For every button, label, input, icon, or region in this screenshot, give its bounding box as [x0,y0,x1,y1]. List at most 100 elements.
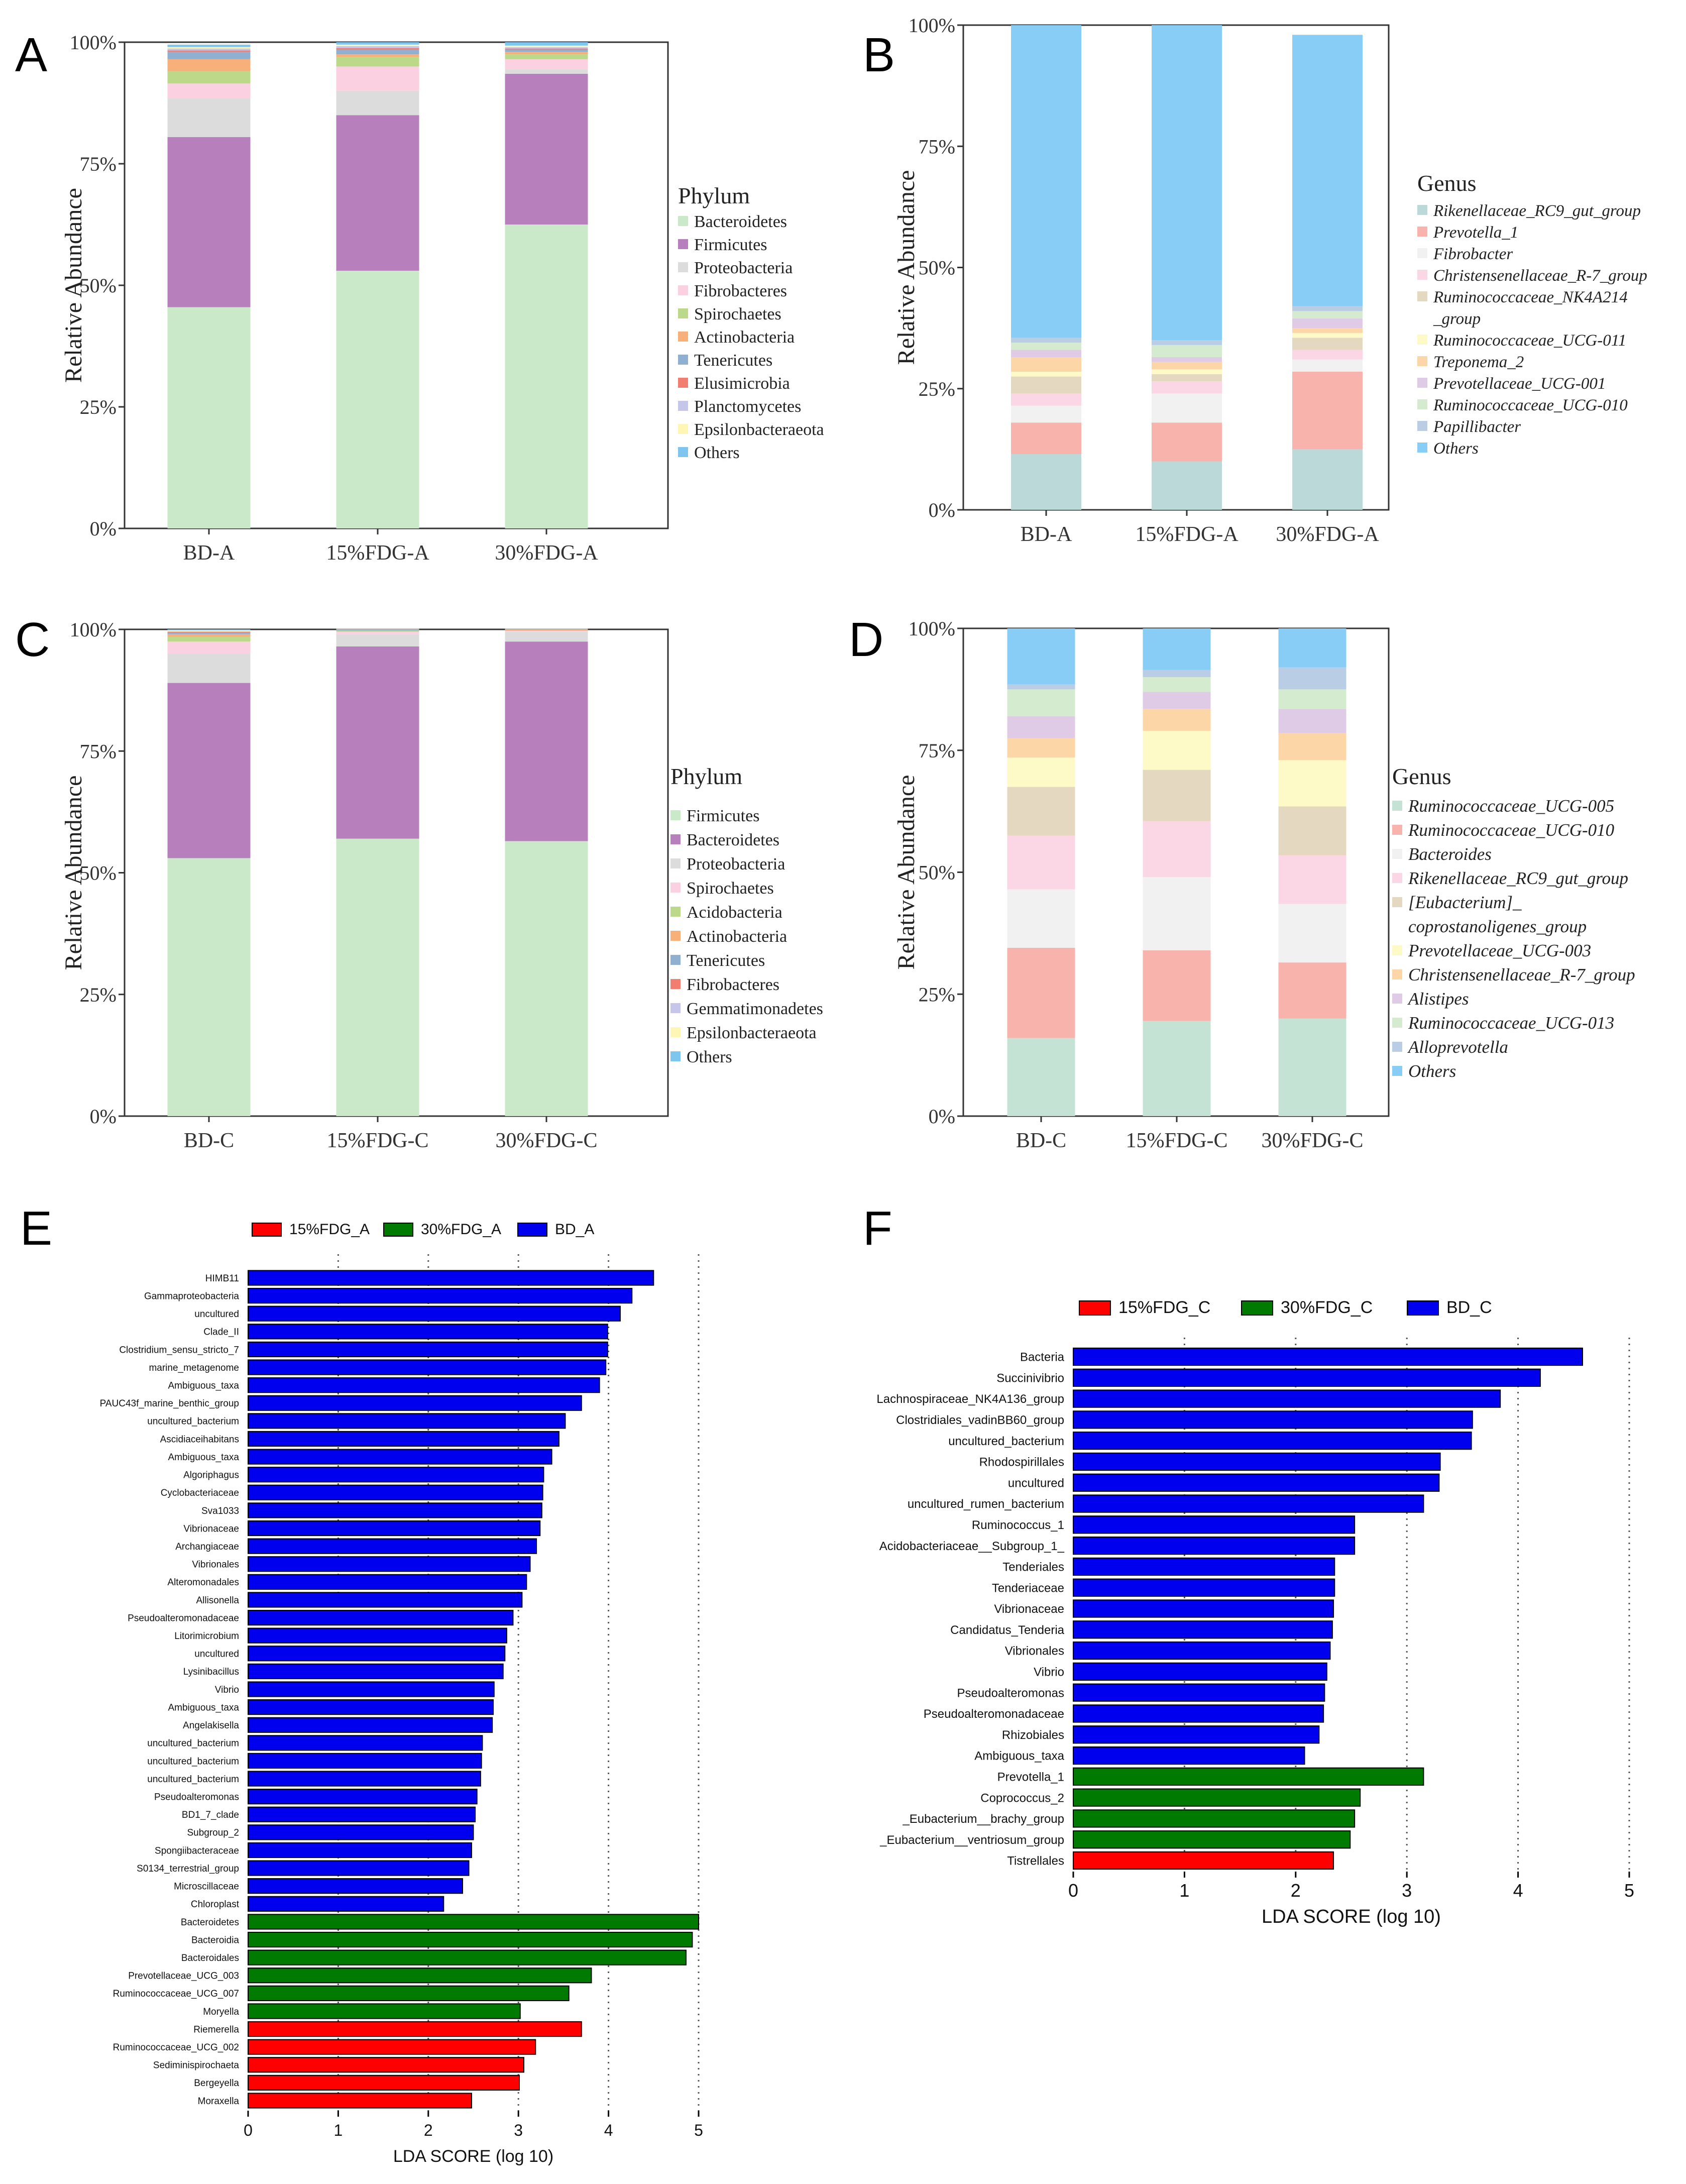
bar-segment-ruminococcaceae-ucg-010-30-fdg-c [1278,962,1346,1019]
bar-segment-christensenellaceae-r-7-group-30-fdg-c [1278,733,1346,760]
lda-label-bacteroidales: Bacteroidales [181,1953,239,1963]
legend-swatch-proteobacteria [678,262,688,272]
legend-label-fibrobacter: Fibrobacter [1433,245,1513,263]
panel-letter-b: B [863,28,895,82]
x-tick-label-30-fdg-c: 30%FDG-C [495,1129,597,1152]
legend-label-fibrobacteres: Fibrobacteres [694,282,787,300]
lda-label-eubacterium-brachy-group: _Eubacterium__brachy_group [902,1812,1064,1826]
bar-segment-alistipes-bd-c [1007,716,1075,738]
bar-segment-bacteroides-30-fdg-c [1278,904,1346,963]
legend-label-others: Others [1408,1061,1456,1081]
y-tick-label-c: 50% [80,862,117,885]
y-tick-label-c: 75% [80,740,117,762]
legend-swatch-ruminococcaceae-ucg-010 [1417,399,1427,409]
lda-bar-clostridiales-vadinbb60-group [1073,1410,1473,1429]
x-tick-label-e: 2 [424,2121,433,2139]
lda-bar-rhizobiales [1073,1725,1320,1744]
legend-swatch-30-fdg-c [1241,1300,1273,1316]
y-tick-label-d: 25% [919,983,955,1006]
lda-bar-pseudoalteromonadaceae [248,1609,514,1626]
bar-segment-treponema-2-15-fdg-a [1152,362,1222,370]
lda-bar-tenderiales [1073,1557,1335,1576]
legend-swatch-actinobacteria [678,332,688,342]
lda-label-uncultured-bacterium: uncultured_bacterium [147,1774,239,1785]
lda-label-vibrionaceae: Vibrionaceae [183,1523,239,1534]
legend-swatch-others [670,1051,681,1061]
lda-bar-vibrionaceae [248,1520,541,1537]
legend-label-bacteroides: Bacteroides [1408,844,1492,864]
bar-segment-christensenellaceae-r-7-group-30-fdg-a [1292,350,1363,360]
bar-segment-ruminococcaceae-ucg-005-bd-c [1007,1038,1075,1116]
legend-swatch-ruminococcaceae-ucg-005 [1392,801,1402,811]
lda-label-succinivibrio: Succinivibrio [996,1371,1064,1385]
legend-label-ruminococcaceae-ucg-005: Ruminococcaceae_UCG-005 [1408,796,1614,816]
x-tick-label-15-fdg-c: 15%FDG-C [326,1129,428,1152]
bar-segment-epsilonbacteraeota-bd-c [167,630,251,631]
legend-swatch-actinobacteria [670,931,681,941]
legend-label-tenericutes: Tenericutes [687,951,765,970]
legend-label-ruminococcaceae-ucg-013: Ruminococcaceae_UCG-013 [1408,1013,1614,1033]
bar-segment-ruminococcaceae-ucg-011-30-fdg-a [1292,333,1363,338]
lda-label-bacteroidia: Bacteroidia [191,1935,239,1945]
bar-segment-christensenellaceae-r-7-group-15-fdg-a [1152,381,1222,394]
lda-bar-lachnospiraceae-nk4a136-group [1073,1389,1501,1408]
lda-label-himb11: HIMB11 [205,1273,239,1284]
lda-label-bd1-7-clade: BD1_7_clade [182,1810,239,1820]
legend-label-others: Others [1433,440,1479,458]
bar-segment-fibrobacter-15-fdg-a [1152,393,1222,423]
legend-label-epsilonbacteraeota: Epsilonbacteraeota [694,420,824,439]
lda-label-gammaproteobacteria: Gammaproteobacteria [144,1291,239,1301]
lda-label-tenderiaceae: Tenderiaceae [992,1581,1064,1595]
lda-label-sediminispirochaeta: Sediminispirochaeta [153,2060,240,2071]
bar-segment-bacteroidetes-15-fdg-a [336,270,419,528]
legend-label-epsilonbacteraeota: Epsilonbacteraeota [687,1024,817,1042]
lda-bar-prevotellaceae-ucg-003 [248,1968,592,1984]
lda-chart-e: 15%FDG_A 30%FDG_A BD_A HIMB11 Gammaproteobac… [100,1221,703,2166]
lda-label-rhizobiales: Rhizobiales [1002,1728,1064,1742]
bar-segment-eubacterium-coprostanoligenes-group-15-fdg-c [1143,770,1211,821]
lda-bar-microscillaceae [248,1878,463,1894]
lda-label-pseudoalteromonas: Pseudoalteromonas [154,1792,239,1802]
y-tick-label-a: 0% [90,517,117,540]
y-tick-label-d: 75% [919,739,955,762]
x-tick-label-15-fdg-c: 15%FDG-C [1126,1129,1227,1152]
x-tick-label-30-fdg-a: 30%FDG-A [495,541,598,565]
legend-swatch-prevotella-1 [1417,227,1427,237]
legend-swatch-alloprevotella [1392,1042,1402,1052]
legend-swatch-christensenellaceae-r-7-group [1392,969,1402,979]
lda-label-pauc43f-marine-benthic-group: PAUC43f_marine_benthic_group [100,1398,239,1409]
lda-label-tenderiales: Tenderiales [1002,1561,1064,1574]
bar-segment-spirochaetes-30-fdg-c [505,630,588,632]
legend-swatch-rikenellaceae-rc9-gut-group [1417,205,1427,215]
legend-label-rikenellaceae-rc9-gut-group: Rikenellaceae_RC9_gut_group [1433,202,1641,220]
legend-swatch-fibrobacteres [670,979,681,989]
bar-segment-treponema-2-bd-a [1011,357,1081,372]
bar-segment-spirochaetes-bd-a [167,71,251,84]
x-tick-label-f: 0 [1068,1880,1078,1901]
lda-bar-bd1-7-clade [248,1806,476,1822]
lda-bar-sediminispirochaeta [248,2057,524,2073]
bar-segment-alloprevotella-bd-c [1007,684,1075,690]
stacked-bar-chart-c: 0% 25% 50% 75% 100% Relative Abundance BD-C 15%… [60,618,823,1152]
legend-swatch-15-fdg-a [252,1223,282,1237]
bar-segment-others-30-fdg-c [1278,628,1346,668]
lda-bar-tistrellales [1073,1851,1334,1870]
x-tick-label-15-fdg-a: 15%FDG-A [326,541,429,565]
legend-swatch-ruminococcaceae-ucg-011 [1417,335,1427,345]
lda-label-uncultured: uncultured [194,1649,239,1660]
bar-segment-others-bd-c [1007,628,1075,685]
bar-segment-actinobacteria-bd-c [167,634,251,637]
lda-bar-ruminococcaceae-ucg-007 [248,1985,570,2001]
bar-segment-bacteroides-15-fdg-c [1143,877,1211,950]
lda-bar-tenderiaceae [1073,1578,1335,1597]
lda-label-alteromonadales: Alteromonadales [167,1577,239,1588]
legend-label-bacteroidetes: Bacteroidetes [694,212,787,231]
bar-segment-others-15-fdg-a [1152,25,1222,341]
lda-bar-ambiguous-taxa [248,1699,494,1715]
bar-segment-spirochaetes-bd-c [167,641,251,654]
bar-segment-others-bd-c [167,629,251,630]
lda-label-rhodospirillales: Rhodospirillales [979,1456,1064,1469]
bar-segment-ruminococcaceae-ucg-010-15-fdg-c [1143,950,1211,1021]
lda-bar-vibrio [1073,1662,1327,1681]
legend-swatch-fibrobacter [1417,248,1427,258]
